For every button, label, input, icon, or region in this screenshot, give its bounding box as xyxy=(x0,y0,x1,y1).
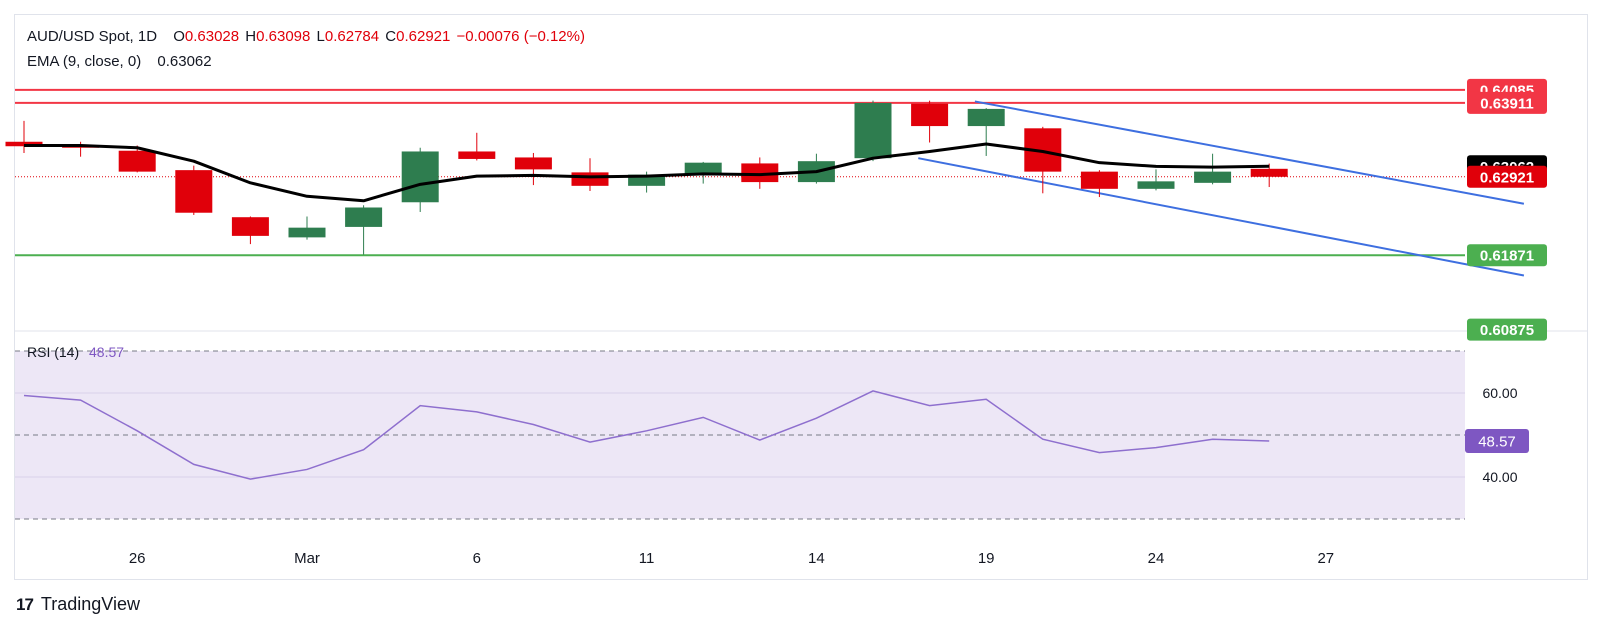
tradingview-text: TradingView xyxy=(40,594,140,614)
channel-upper-line xyxy=(974,100,1525,205)
tradingview-logo-icon: 17 xyxy=(16,594,34,614)
price-label-0.60875: 0.60875 xyxy=(1467,318,1547,341)
rsi-axis-tick-label: 40.00 xyxy=(1482,469,1517,485)
rsi-current-label-box xyxy=(1465,429,1529,454)
ohlc-legend: AUD/USD Spot, 1D O0.63028 H0.63098 L0.62… xyxy=(27,28,587,45)
candle-body xyxy=(628,174,666,186)
candle-22 xyxy=(1194,153,1232,185)
candle-body xyxy=(231,217,269,236)
candle-body xyxy=(684,162,722,175)
chart-frame xyxy=(14,14,1588,580)
close-letter: C xyxy=(385,28,397,45)
candle-body xyxy=(1137,181,1175,189)
rsi-value: 48.57 xyxy=(89,344,125,360)
x-axis-tick-label: 24 xyxy=(1148,550,1165,567)
candle-1 xyxy=(5,120,43,153)
symbol-label: AUD/USD Spot, 1D xyxy=(27,28,158,45)
high-value: 0.63098 xyxy=(256,28,311,45)
candle-body xyxy=(458,151,496,159)
ema-legend: EMA (9, close, 0) 0.63062 xyxy=(27,53,214,70)
price-label-text: 0.60875 xyxy=(1480,322,1534,339)
channel-lower-line xyxy=(918,157,1525,277)
x-axis-tick-label: 14 xyxy=(808,550,825,567)
candle-21 xyxy=(1137,169,1175,191)
candle-5 xyxy=(231,216,269,245)
candle-body xyxy=(1194,171,1232,183)
ema-label: EMA (9, close, 0) xyxy=(27,53,142,70)
high-letter: H xyxy=(245,28,257,45)
low-value: 0.62784 xyxy=(324,28,380,45)
rsi-label: RSI (14) xyxy=(27,344,80,360)
candle-body xyxy=(288,227,326,238)
candle-10 xyxy=(514,152,552,186)
tradingview-watermark[interactable]: 17 TradingView xyxy=(16,594,140,615)
price-label-0.63911: 0.63911 xyxy=(1467,91,1547,114)
rsi-current-label: 48.57 xyxy=(1465,429,1529,454)
candle-4 xyxy=(175,165,213,215)
candle-body xyxy=(345,207,383,227)
candle-body xyxy=(741,163,779,183)
price-label-text: 0.62921 xyxy=(1480,169,1534,186)
candle-20 xyxy=(1080,170,1118,198)
rsi-axis-tick-label: 60.00 xyxy=(1482,385,1517,401)
change-value: −0.00076 (−0.12%) xyxy=(456,28,585,45)
price-label-box xyxy=(1467,91,1547,114)
price-label-text: 0.63911 xyxy=(1480,95,1533,112)
price-label-box xyxy=(1467,165,1547,188)
candle-19 xyxy=(1024,126,1062,194)
candle-8 xyxy=(401,147,439,212)
candle-18 xyxy=(967,108,1005,156)
price-label-text: 0.61871 xyxy=(1480,248,1534,265)
candle-9 xyxy=(458,132,496,161)
candle-body xyxy=(1080,171,1118,189)
candle-body xyxy=(571,172,609,186)
candle-body xyxy=(967,108,1005,127)
candle-17 xyxy=(911,100,949,143)
candle-body xyxy=(401,151,439,203)
candle-body xyxy=(118,150,156,172)
candle-16 xyxy=(854,100,892,162)
price-label-box xyxy=(1467,318,1547,341)
rsi-current-label-text: 48.57 xyxy=(1478,434,1516,451)
x-axis-tick-label: 19 xyxy=(978,550,995,567)
candle-body xyxy=(175,170,213,213)
candle-body xyxy=(911,103,949,127)
x-axis-tick-label: 6 xyxy=(473,550,481,567)
open-value: 0.63028 xyxy=(184,28,240,45)
candle-7 xyxy=(345,205,383,255)
low-letter: L xyxy=(316,28,325,45)
price-label-0.62921: 0.62921 xyxy=(1467,165,1547,188)
x-axis-tick-label: 27 xyxy=(1317,550,1334,567)
x-axis-tick-label: Mar xyxy=(294,550,320,567)
rsi-line xyxy=(23,390,1270,480)
close-value: 0.62921 xyxy=(396,28,451,45)
price-label-0.61871: 0.61871 xyxy=(1467,244,1547,267)
x-axis-tick-label: 11 xyxy=(639,550,655,567)
ema-value: 0.63062 xyxy=(157,53,212,70)
open-letter: O xyxy=(173,28,185,45)
candle-11 xyxy=(571,158,609,192)
price-label-box xyxy=(1467,244,1547,267)
candle-body xyxy=(854,102,892,159)
ema-line xyxy=(24,142,1270,203)
candle-3 xyxy=(118,145,156,173)
rsi-legend: RSI (14) 48.57 xyxy=(27,344,124,360)
candle-6 xyxy=(288,216,326,240)
x-axis-tick-label: 26 xyxy=(129,550,146,567)
candle-body xyxy=(1250,168,1288,177)
candle-body xyxy=(514,157,552,170)
